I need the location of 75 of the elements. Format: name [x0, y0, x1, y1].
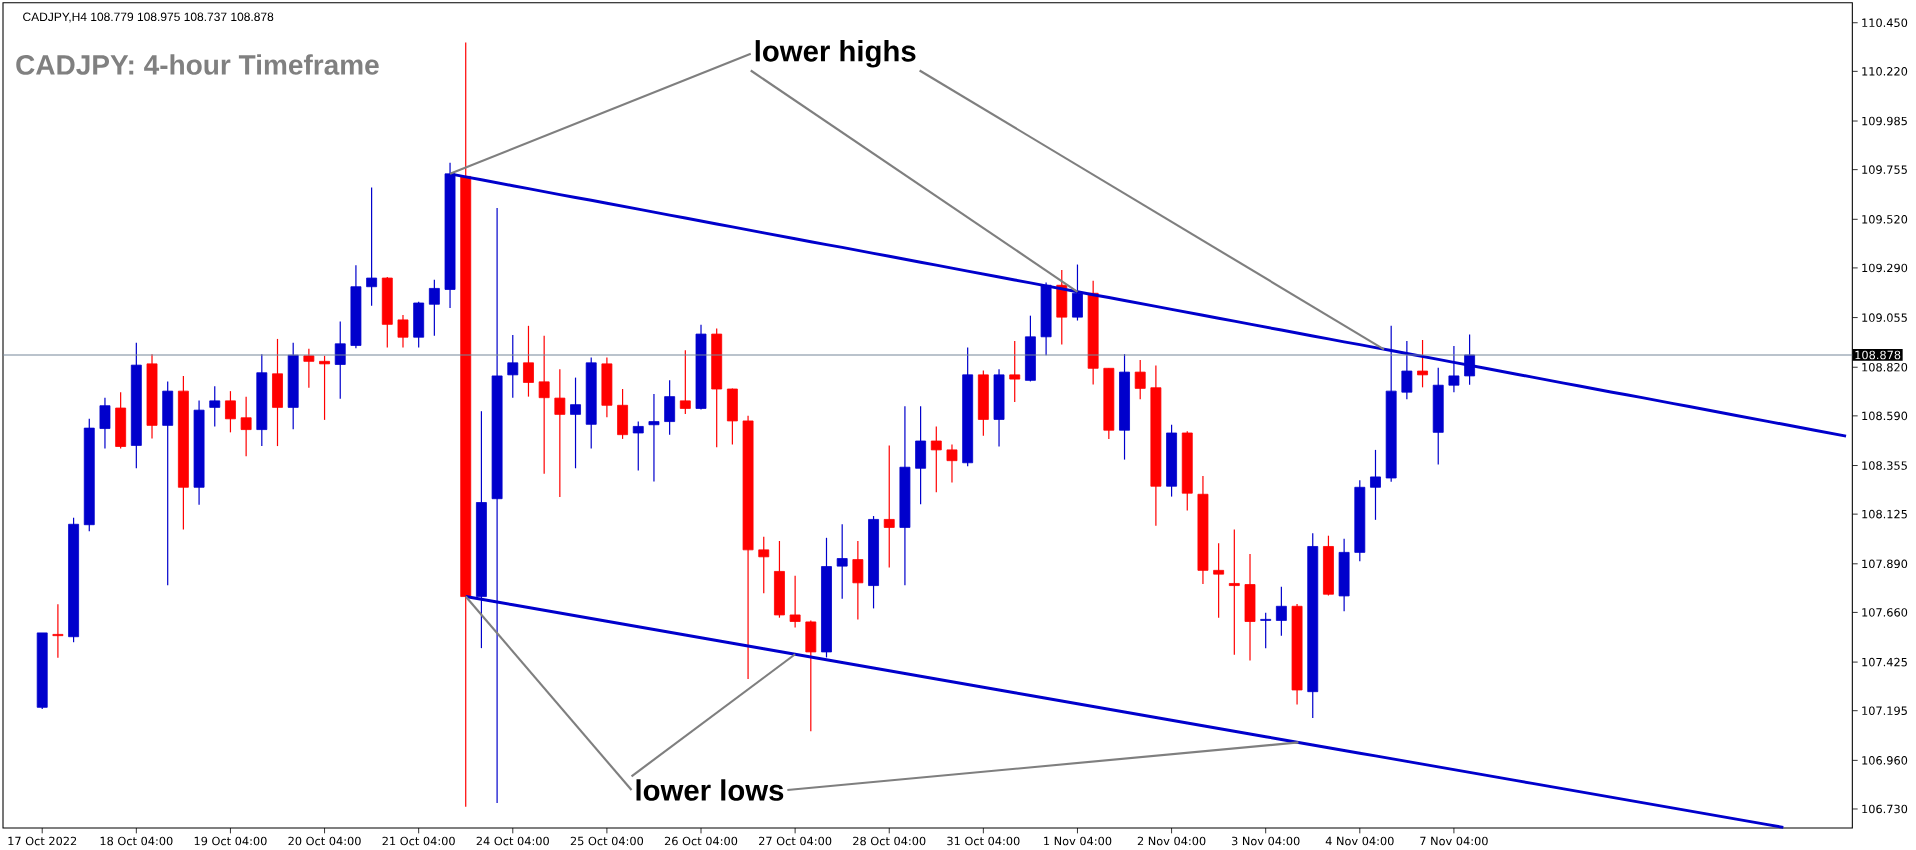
candlestick: [240, 396, 252, 457]
x-tick-label: 31 Oct 04:00: [947, 836, 1020, 846]
x-tick-label: 25 Oct 04:00: [570, 836, 644, 846]
text: CADJPY: 4-hour Timeframe: [16, 54, 379, 75]
y-tick-label: 108.590: [1862, 411, 1908, 421]
candlestick: [836, 523, 848, 600]
x-tick-label: 4 Nov 04:00: [1325, 836, 1394, 846]
candlestick: [648, 393, 660, 482]
candlestick: [507, 334, 519, 399]
y-tick-label: 109.055: [1862, 313, 1907, 322]
candlestick: [538, 335, 550, 475]
candlestick: [1448, 345, 1460, 393]
y-tick-label: 106.730: [1862, 804, 1908, 814]
candlestick: [570, 377, 581, 469]
x-tick-label: 24 Oct 04:00: [476, 836, 549, 846]
candlestick: [225, 390, 236, 433]
candlestick: [334, 320, 346, 400]
y-tick-label: 109.755: [1862, 165, 1907, 174]
x-tick-label: 19 Oct 04:00: [194, 836, 267, 846]
y-tick-label: 107.890: [1862, 559, 1908, 569]
text: CADJPY,H4 108.779 108.975 108.737 108.878: [23, 12, 274, 23]
candlestick: [209, 385, 221, 428]
y-tick-label: 110.450: [1862, 18, 1908, 28]
x-tick-label: 2 Nov 04:00: [1137, 836, 1206, 846]
x-tick-label: 27 Oct 04:00: [759, 836, 832, 846]
candlestick: [1401, 340, 1413, 400]
ref-line-label: 108.878: [1855, 350, 1901, 360]
y-tick-label: 108.125: [1862, 509, 1907, 519]
candlestick: [632, 420, 644, 471]
annotation: lower lows: [636, 779, 784, 801]
y-tick-label: 109.985: [1862, 116, 1907, 126]
y-tick-label: 107.195: [1862, 706, 1907, 715]
y-tick-label: 106.960: [1862, 756, 1908, 765]
y-tick-label: 109.290: [1862, 263, 1908, 273]
candlestick: [428, 279, 440, 337]
candlestick: [852, 540, 864, 620]
candlestick: [1213, 542, 1225, 619]
x-tick-label: 7 Nov 04:00: [1420, 836, 1488, 846]
candlestick: [1260, 612, 1272, 649]
candlestick: [1275, 586, 1287, 637]
candlestick: [52, 603, 64, 659]
y-tick-label: 108.355: [1862, 461, 1907, 470]
candlestick: [1228, 528, 1240, 656]
candlestick: [1072, 263, 1083, 322]
candlestick: [946, 443, 958, 484]
candlestick: [1134, 359, 1146, 400]
candlestick: [366, 186, 378, 307]
y-tick-label: 110.220: [1862, 67, 1908, 76]
x-tick-label: 18 Oct 04:00: [100, 836, 173, 846]
y-tick-label: 107.425: [1862, 657, 1907, 667]
y-tick-label: 107.660: [1862, 608, 1908, 617]
candlestick: [99, 397, 111, 450]
x-tick-label: 26 Oct 04:00: [664, 836, 738, 846]
candlestick: [679, 349, 691, 415]
candlestick: [303, 348, 315, 389]
candlestick: [397, 314, 409, 349]
y-tick-label: 109.520: [1862, 215, 1908, 224]
candlestick: [1009, 340, 1021, 403]
annotation: lower highs: [755, 40, 916, 68]
candlestick: [758, 536, 770, 594]
candlestick: [930, 425, 942, 493]
x-tick-label: 1 Nov 04:00: [1044, 836, 1112, 846]
x-tick-label: 17 Oct 2022: [8, 836, 77, 846]
y-tick-label: 108.820: [1862, 362, 1908, 372]
candlestick: [883, 444, 895, 569]
candlestick: [319, 355, 330, 421]
x-tick-label: 3 Nov 04:00: [1231, 836, 1300, 846]
candlestick: [789, 575, 801, 629]
candlestick: [523, 325, 534, 398]
x-tick-label: 20 Oct 04:00: [288, 836, 361, 846]
x-tick-label: 21 Oct 04:00: [382, 836, 455, 846]
candlestick: [1417, 339, 1428, 388]
candlestick: [554, 368, 566, 498]
candlestick: [1370, 449, 1381, 521]
x-tick-label: 28 Oct 04:00: [853, 836, 926, 846]
